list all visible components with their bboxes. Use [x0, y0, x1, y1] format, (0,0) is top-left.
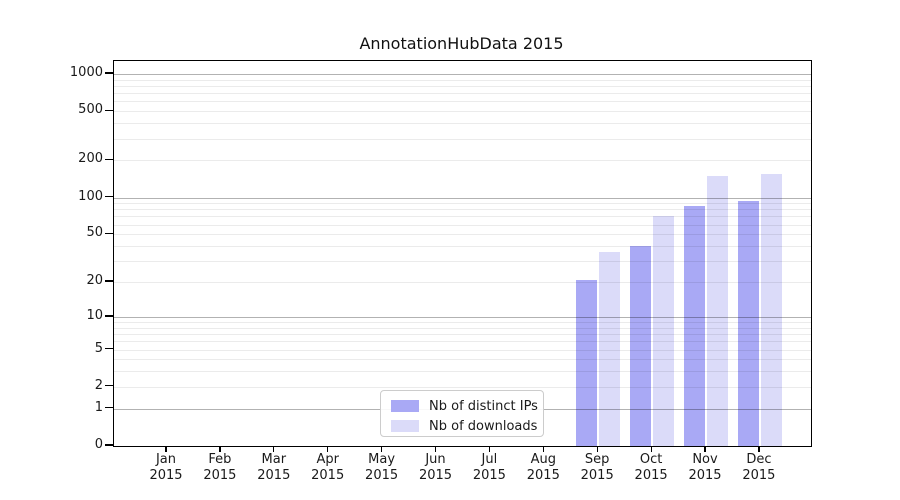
bar-downloads-sep — [599, 251, 621, 446]
y-tick-label: 1 — [94, 399, 103, 415]
legend: Nb of distinct IPs Nb of downloads — [380, 390, 544, 437]
x-tick-year: 2015 — [688, 468, 722, 483]
x-tick-mark — [596, 446, 598, 452]
x-tick-mark — [758, 446, 760, 452]
y-tick-mark — [105, 385, 113, 387]
y-tick-mark — [105, 158, 113, 161]
x-tick-label: Aug 2015 — [511, 452, 575, 484]
x-tick-mark — [542, 446, 544, 452]
gridline-minor — [114, 160, 811, 162]
x-tick-year: 2015 — [365, 468, 399, 483]
legend-swatch-downloads — [391, 420, 419, 432]
x-tick-label: Dec 2015 — [727, 452, 791, 484]
legend-item-distinct-ips: Nb of distinct IPs — [391, 397, 538, 415]
bar-downloads-oct — [653, 216, 675, 446]
y-tick-label: 100 — [78, 188, 103, 204]
x-tick-label: Nov 2015 — [673, 452, 737, 484]
y-tick-mark — [105, 407, 113, 409]
y-tick-label: 1000 — [69, 64, 103, 80]
x-tick-label: Jun 2015 — [404, 452, 468, 484]
bar-downloads-dec — [760, 174, 782, 446]
x-tick-label: Jul 2015 — [457, 452, 521, 484]
bar-distinct-ips-oct — [630, 246, 652, 446]
bar-downloads-nov — [707, 175, 728, 446]
x-tick-label: Mar 2015 — [242, 452, 306, 484]
bar-distinct-ips-nov — [684, 206, 705, 446]
gridline-minor — [114, 138, 811, 140]
x-tick-label: Jan 2015 — [134, 452, 198, 484]
y-tick-mark — [105, 280, 113, 282]
x-tick-mark — [327, 446, 329, 452]
y-tick-label: 2 — [94, 377, 103, 393]
chart-title: AnnotationHubData 2015 — [359, 34, 564, 53]
gridline-minor — [114, 111, 811, 113]
x-tick-year: 2015 — [634, 468, 668, 483]
y-tick-label: 5 — [94, 340, 103, 356]
y-tick-label: 500 — [78, 102, 103, 118]
y-tick-label: 10 — [86, 307, 103, 323]
plot-area — [113, 60, 812, 447]
x-tick-mark — [488, 446, 491, 452]
x-tick-mark — [219, 446, 221, 452]
gridline-minor — [114, 85, 811, 87]
x-tick-month: Dec — [746, 452, 772, 467]
bar-distinct-ips-sep — [576, 279, 598, 446]
x-tick-label: Oct 2015 — [619, 452, 683, 484]
gridline-major — [114, 73, 811, 76]
x-tick-mark — [704, 446, 706, 452]
x-tick-year: 2015 — [580, 468, 614, 483]
y-tick-mark — [105, 315, 113, 317]
y-tick-mark — [105, 72, 113, 74]
gridline-minor — [114, 123, 811, 125]
x-tick-mark — [650, 446, 652, 452]
x-tick-month: Aug — [530, 452, 556, 467]
x-tick-year: 2015 — [257, 468, 291, 483]
x-tick-month: May — [368, 452, 396, 467]
x-tick-mark — [434, 446, 437, 452]
x-tick-month: Oct — [639, 452, 663, 467]
x-tick-year: 2015 — [742, 468, 776, 483]
y-tick-mark — [105, 109, 113, 111]
x-tick-year: 2015 — [149, 468, 183, 483]
x-tick-year: 2015 — [203, 468, 237, 483]
x-tick-label: Sep 2015 — [565, 452, 629, 484]
y-tick-mark — [105, 195, 113, 198]
x-tick-year: 2015 — [418, 468, 453, 483]
x-tick-label: Feb 2015 — [188, 452, 252, 484]
y-tick-label: 20 — [86, 273, 103, 288]
x-tick-month: Mar — [261, 452, 287, 467]
y-tick-mark — [105, 232, 113, 234]
legend-swatch-distinct-ips — [391, 400, 419, 412]
gridline-minor — [114, 101, 811, 103]
x-tick-mark — [381, 446, 383, 452]
x-tick-month: Sep — [584, 452, 610, 467]
x-tick-mark — [273, 446, 275, 452]
gridline-minor — [114, 79, 811, 81]
y-tick-label: 0 — [94, 437, 103, 452]
y-tick-mark — [105, 444, 113, 446]
gridline-minor — [114, 93, 811, 95]
x-tick-year: 2015 — [526, 468, 560, 483]
x-tick-month: Feb — [208, 452, 232, 467]
y-tick-label: 200 — [78, 151, 103, 167]
y-tick-label: 50 — [86, 225, 103, 241]
x-tick-mark — [165, 446, 167, 452]
y-tick-mark — [105, 347, 113, 350]
x-tick-month: Apr — [316, 452, 339, 467]
x-tick-year: 2015 — [311, 468, 345, 483]
x-tick-label: Apr 2015 — [296, 452, 360, 484]
x-tick-month: Nov — [692, 452, 718, 467]
legend-item-downloads: Nb of downloads — [391, 417, 538, 435]
x-tick-year: 2015 — [472, 468, 506, 483]
x-tick-month: Jul — [481, 452, 498, 467]
bar-distinct-ips-dec — [737, 200, 759, 446]
x-tick-label: May 2015 — [350, 452, 414, 484]
x-tick-month: Jun — [425, 452, 446, 467]
legend-label-distinct-ips: Nb of distinct IPs — [429, 398, 538, 414]
legend-label-downloads: Nb of downloads — [429, 418, 538, 434]
x-tick-month: Jan — [155, 452, 177, 467]
